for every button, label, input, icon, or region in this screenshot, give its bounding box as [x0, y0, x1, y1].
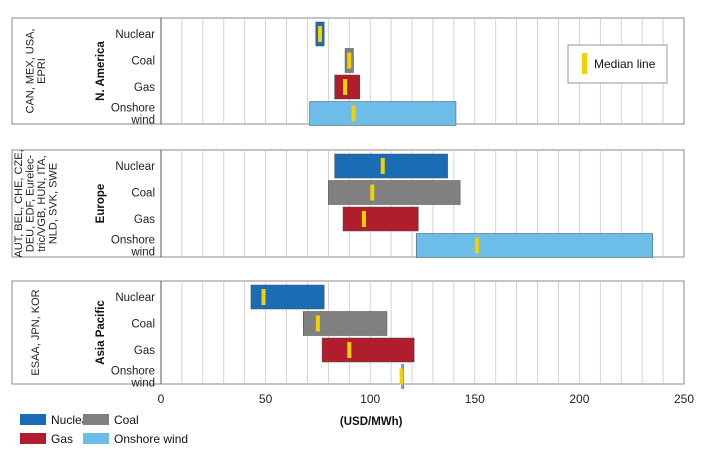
category-label-gas: Gas	[134, 345, 155, 357]
range-bar-asia-pacific-gas	[321, 337, 415, 363]
x-tick-label: 200	[569, 392, 589, 406]
range-bar-europe-gas	[342, 206, 419, 232]
legend-swatch-coal	[83, 414, 109, 425]
legend-label-nuclear: Nuclear	[51, 413, 92, 427]
category-label-nuclear: Nuclear	[115, 161, 155, 173]
median-marker-europe-gas	[361, 211, 366, 227]
median-marker-asia-pacific-gas	[347, 342, 352, 358]
legend-label-coal: Coal	[114, 413, 139, 427]
x-tick-label: 50	[259, 392, 273, 406]
category-label-onshore-wind: Onshore wind	[111, 235, 155, 259]
legend-label-onshore-wind: Onshore wind	[114, 432, 188, 446]
category-label-gas: Gas	[134, 214, 155, 226]
range-bar-europe-onshore-wind	[415, 233, 653, 258]
x-tick-label: 100	[360, 392, 380, 406]
x-axis-title: (USD/MWh)	[340, 416, 403, 428]
median-legend-label: Median line	[594, 57, 656, 71]
legend-swatch-nuclear	[20, 414, 46, 425]
median-marker-n-america-coal	[347, 52, 352, 69]
median-marker-europe-nuclear	[380, 158, 385, 174]
median-marker-europe-coal	[370, 184, 375, 201]
category-label-nuclear: Nuclear	[115, 292, 155, 304]
panel-region-label: Europe	[95, 184, 107, 224]
panel-region-label: Asia Pacific	[95, 300, 107, 365]
median-marker-n-america-gas	[343, 79, 348, 95]
legend-swatch-onshore-wind	[83, 433, 109, 444]
x-tick-label: 150	[465, 392, 485, 406]
category-label-onshore-wind: Onshore wind	[111, 103, 155, 127]
median-marker-asia-pacific-onshore-wind	[399, 368, 404, 385]
category-label-coal: Coal	[131, 56, 155, 68]
legend-swatch-gas	[20, 433, 46, 444]
x-tick-label: 250	[674, 392, 694, 406]
panel-countries-label: CAN, MEX, USA,EPRI	[24, 29, 48, 114]
category-label-onshore-wind: Onshore wind	[111, 366, 155, 390]
range-bar-europe-nuclear	[334, 153, 448, 179]
panel-countries-label: ESAA, JPN, KOR	[30, 289, 42, 375]
category-label-coal: Coal	[131, 319, 155, 331]
median-marker-n-america-onshore-wind	[351, 105, 356, 122]
median-marker-asia-pacific-nuclear	[261, 289, 266, 305]
median-marker-n-america-nuclear	[317, 26, 322, 42]
category-label-nuclear: Nuclear	[115, 29, 155, 41]
range-bar-europe-coal	[328, 180, 461, 205]
range-bar-n-america-onshore-wind	[309, 101, 457, 126]
median-legend-swatch	[582, 53, 587, 74]
panel-countries-label: AUT, BEL, CHE, CZE,DEU, EDF, Eurelec-tri…	[13, 149, 60, 257]
category-label-coal: Coal	[131, 188, 155, 200]
range-bar-n-america-gas	[334, 74, 360, 100]
panel-region-label: N. America	[95, 41, 107, 101]
category-label-gas: Gas	[134, 82, 155, 94]
x-tick-label: 0	[158, 392, 165, 406]
range-bar-asia-pacific-coal	[303, 311, 388, 336]
legend-label-gas: Gas	[51, 432, 73, 446]
median-marker-asia-pacific-coal	[315, 315, 320, 332]
median-marker-europe-onshore-wind	[474, 237, 479, 254]
